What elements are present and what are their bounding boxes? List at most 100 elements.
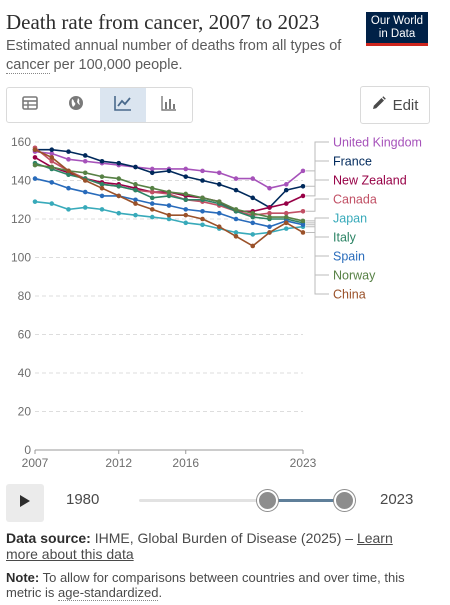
data-point-united-kingdom-2010[interactable]: [82, 158, 88, 164]
data-point-china-2018[interactable]: [216, 224, 222, 229]
data-point-spain-2018[interactable]: [216, 210, 222, 216]
tab-map[interactable]: [53, 88, 99, 122]
data-point-spain-2013[interactable]: [133, 197, 138, 203]
data-point-china-2020[interactable]: [250, 243, 256, 249]
legend-label-canada[interactable]: Canada: [333, 193, 377, 207]
data-point-france-2009[interactable]: [66, 149, 71, 154]
data-point-canada-2022[interactable]: [283, 210, 289, 216]
data-point-china-2016[interactable]: [183, 212, 189, 218]
data-point-japan-2013[interactable]: [133, 212, 138, 218]
data-point-united-kingdom-2009[interactable]: [66, 157, 71, 162]
legend-label-france[interactable]: France: [333, 155, 372, 169]
data-point-italy-2020[interactable]: [250, 214, 256, 220]
data-point-spain-2010[interactable]: [82, 189, 88, 195]
data-point-norway-2008[interactable]: [49, 164, 55, 170]
data-point-norway-2007[interactable]: [32, 162, 38, 168]
data-point-china-2010[interactable]: [82, 178, 88, 183]
age-standardized-link[interactable]: age-standardized: [58, 585, 159, 601]
legend-label-italy[interactable]: Italy: [333, 231, 357, 245]
timeline-start-handle[interactable]: [257, 490, 278, 511]
data-point-norway-2018[interactable]: [216, 199, 222, 204]
timeline-end-handle[interactable]: [334, 490, 355, 511]
data-point-china-2021[interactable]: [267, 230, 272, 235]
data-point-norway-2014[interactable]: [149, 185, 155, 191]
data-point-spain-2019[interactable]: [233, 216, 239, 222]
data-point-canada-2021[interactable]: [267, 210, 272, 216]
data-point-new-zealand-2021[interactable]: [267, 205, 272, 210]
data-point-japan-2011[interactable]: [99, 207, 105, 212]
series-line-france[interactable]: [35, 148, 304, 209]
data-point-france-2013[interactable]: [133, 164, 138, 170]
data-point-china-2022[interactable]: [283, 220, 289, 226]
data-point-france-2020[interactable]: [250, 195, 256, 201]
data-point-japan-2016[interactable]: [183, 220, 189, 226]
data-point-italy-2009[interactable]: [66, 172, 71, 178]
data-point-united-kingdom-2017[interactable]: [200, 168, 205, 174]
play-button[interactable]: [6, 484, 44, 522]
data-point-new-zealand-2022[interactable]: [283, 201, 289, 206]
data-point-united-kingdom-2008[interactable]: [49, 151, 55, 156]
data-point-italy-2015[interactable]: [166, 193, 172, 199]
legend-label-japan[interactable]: Japan: [333, 212, 367, 226]
data-point-japan-2020[interactable]: [250, 232, 256, 237]
data-point-spain-2011[interactable]: [99, 193, 105, 199]
data-point-united-kingdom-2016[interactable]: [183, 166, 189, 172]
data-point-france-2017[interactable]: [200, 178, 205, 183]
data-point-france-2019[interactable]: [233, 187, 239, 193]
data-point-japan-2008[interactable]: [49, 201, 55, 206]
data-point-norway-2023[interactable]: [300, 218, 306, 224]
data-point-spain-2007[interactable]: [32, 176, 38, 181]
data-point-spain-2015[interactable]: [166, 203, 172, 208]
owid-logo[interactable]: Our World in Data: [366, 12, 428, 46]
data-point-norway-2021[interactable]: [267, 214, 272, 220]
data-point-spain-2014[interactable]: [149, 201, 155, 206]
data-point-new-zealand-2023[interactable]: [300, 193, 306, 199]
data-point-china-2011[interactable]: [99, 185, 105, 191]
legend-label-china[interactable]: China: [333, 288, 366, 302]
data-point-japan-2015[interactable]: [166, 216, 172, 222]
data-point-spain-2020[interactable]: [250, 220, 256, 226]
data-point-china-2012[interactable]: [116, 193, 122, 199]
data-point-china-2009[interactable]: [66, 168, 71, 174]
data-point-spain-2009[interactable]: [66, 185, 71, 191]
edit-button[interactable]: Edit: [360, 86, 430, 124]
timeline-track[interactable]: [139, 499, 353, 502]
data-point-france-2016[interactable]: [183, 174, 189, 179]
data-point-spain-2017[interactable]: [200, 209, 205, 214]
data-point-norway-2011[interactable]: [99, 174, 105, 179]
data-point-italy-2012[interactable]: [116, 183, 122, 189]
data-point-china-2019[interactable]: [233, 234, 239, 239]
data-point-france-2018[interactable]: [216, 182, 222, 187]
legend-label-united-kingdom[interactable]: United Kingdom: [333, 136, 422, 150]
data-point-italy-2014[interactable]: [149, 195, 155, 201]
data-point-norway-2017[interactable]: [200, 195, 205, 201]
cancer-definition-link[interactable]: cancer: [6, 57, 50, 74]
data-point-japan-2009[interactable]: [66, 207, 71, 212]
data-point-china-2014[interactable]: [149, 207, 155, 212]
data-point-canada-2014[interactable]: [149, 189, 155, 195]
data-point-united-kingdom-2022[interactable]: [283, 182, 289, 187]
data-point-united-kingdom-2014[interactable]: [149, 166, 155, 172]
tab-chart[interactable]: [99, 88, 146, 122]
data-point-united-kingdom-2023[interactable]: [300, 168, 306, 174]
data-point-norway-2016[interactable]: [183, 191, 189, 197]
data-point-united-kingdom-2021[interactable]: [267, 185, 272, 191]
data-point-france-2014[interactable]: [149, 170, 155, 176]
data-point-japan-2010[interactable]: [82, 205, 88, 210]
data-point-france-2010[interactable]: [82, 153, 88, 158]
data-point-united-kingdom-2019[interactable]: [233, 176, 239, 181]
data-point-italy-2011[interactable]: [99, 182, 105, 187]
data-point-japan-2007[interactable]: [32, 199, 38, 204]
data-point-norway-2019[interactable]: [233, 207, 239, 212]
data-point-france-2023[interactable]: [300, 183, 306, 189]
data-point-japan-2022[interactable]: [283, 226, 289, 231]
data-point-japan-2014[interactable]: [149, 214, 155, 220]
data-point-china-2013[interactable]: [133, 201, 138, 206]
data-point-france-2011[interactable]: [99, 158, 105, 164]
data-point-norway-2012[interactable]: [116, 176, 122, 181]
data-point-canada-2008[interactable]: [49, 158, 55, 164]
data-point-norway-2020[interactable]: [250, 210, 256, 216]
data-point-china-2017[interactable]: [200, 216, 205, 222]
data-point-china-2008[interactable]: [49, 155, 55, 160]
data-point-new-zealand-2007[interactable]: [32, 155, 38, 160]
